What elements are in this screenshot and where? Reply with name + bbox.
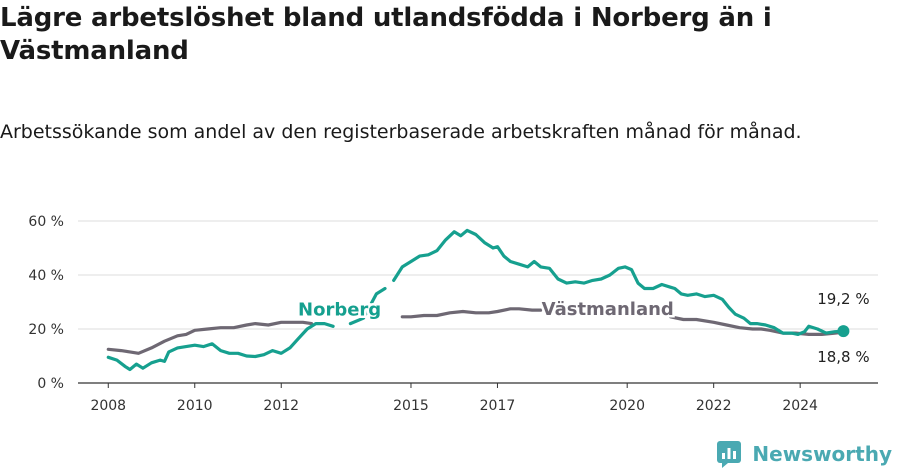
brand[interactable]: Newsworthy xyxy=(716,440,892,468)
series-lines xyxy=(106,228,850,372)
x-tick-label: 2020 xyxy=(609,398,645,414)
newsworthy-logo-icon xyxy=(717,441,742,468)
x-tick-label: 2012 xyxy=(263,398,299,414)
series-line-västmanland xyxy=(106,307,845,355)
y-tick-label: 60 % xyxy=(28,214,64,230)
x-tick-label: 2010 xyxy=(177,398,213,414)
line-chart: 0 % 20 % 40 % 60 % 2008 2010 2012 2015 2017 2020… xyxy=(28,214,878,414)
series-line-norberg xyxy=(106,228,845,372)
y-tick-label: 0 % xyxy=(37,376,64,392)
y-tick-label: 40 % xyxy=(28,268,64,284)
x-tick-label: 2008 xyxy=(90,398,126,414)
x-tick-label: 2022 xyxy=(696,398,732,414)
x-axis: 2008 2010 2012 2015 2017 2020 2022 2024 xyxy=(78,382,878,414)
y-axis: 0 % 20 % 40 % 60 % xyxy=(28,214,64,392)
end-point-marker xyxy=(837,325,850,338)
chart-subtitle: Arbetssökande som andel av den registerb… xyxy=(0,121,802,143)
y-tick-label: 20 % xyxy=(28,322,64,338)
brand-label: Newsworthy xyxy=(752,442,892,466)
chart-title: Lägre arbetslöshet bland utlandsfödda i … xyxy=(0,3,772,66)
series-label-vastmanland: Västmanland xyxy=(542,299,674,320)
series-label-norberg: Norberg xyxy=(298,300,381,321)
x-tick-label: 2024 xyxy=(782,398,818,414)
series-labels: Norberg Västmanland 19,2 % 18,8 % xyxy=(296,290,870,366)
end-label-vastmanland: 18,8 % xyxy=(817,348,869,366)
x-tick-label: 2015 xyxy=(393,398,429,414)
x-tick-label: 2017 xyxy=(480,398,516,414)
end-label-norberg: 19,2 % xyxy=(817,290,869,308)
